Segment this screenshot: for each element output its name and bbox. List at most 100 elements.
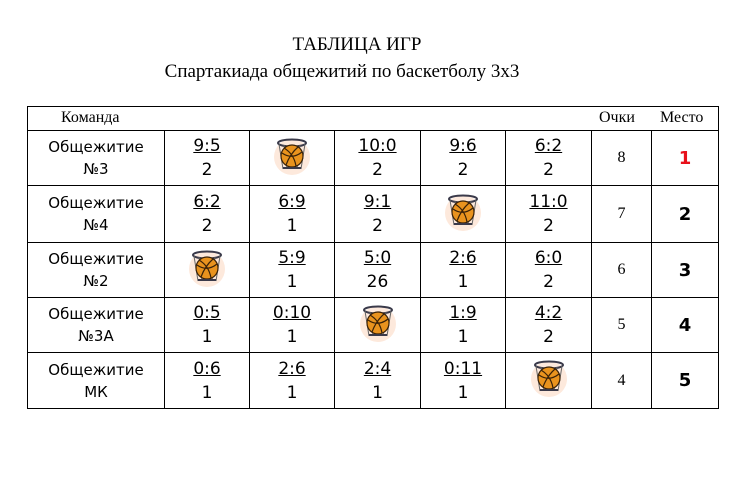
basketball-hoop-icon (274, 138, 310, 175)
self-match-cell (420, 185, 506, 243)
game-cell: 2:6 1 (249, 352, 335, 409)
game-score: 5:0 (363, 248, 392, 268)
game-points: 2 (543, 216, 554, 236)
header-team: Команда (61, 109, 120, 126)
game-points: 1 (457, 382, 469, 403)
team-name-line2: МК (84, 382, 108, 401)
game-points: 1 (201, 327, 213, 347)
team-name-line2: №3А (78, 327, 114, 345)
team-name: Общежитие №4 (27, 185, 165, 243)
game-cell: 0:11 1 (420, 352, 506, 409)
place: 1 (651, 130, 719, 186)
game-score: 1:9 (449, 303, 477, 323)
self-match-cell (334, 297, 421, 353)
game-cell: 6:2 2 (505, 130, 592, 186)
game-score: 4:2 (534, 303, 563, 323)
game-cell: 2:4 1 (334, 352, 421, 409)
game-score: 6:2 (534, 136, 563, 156)
team-name: Общежитие №3 (27, 130, 165, 186)
game-score: 6:9 (278, 192, 306, 212)
game-points: 2 (201, 160, 213, 180)
self-match-cell (505, 352, 592, 409)
header-row: Команда Очки Место (27, 106, 719, 131)
game-points: 1 (286, 327, 298, 347)
basketball-hoop-icon (359, 305, 396, 342)
game-cell: 0:6 1 (164, 352, 250, 409)
total-points: 8 (591, 130, 652, 186)
header-place: Место (660, 109, 704, 126)
game-points: 2 (543, 272, 554, 292)
game-score: 0:6 (193, 358, 221, 379)
team-name-line1: Общежитие (48, 360, 144, 379)
game-points: 2 (372, 160, 383, 180)
basketball-hoop-icon (445, 194, 481, 231)
game-cell: 9:6 2 (420, 130, 506, 186)
self-match-cell (249, 130, 335, 186)
game-cell: 2:6 1 (420, 242, 506, 298)
game-score: 6:2 (193, 192, 221, 212)
game-score: 0:5 (193, 303, 221, 323)
team-name-line1: Общежитие (48, 194, 144, 212)
games-table: Команда Очки Место Общежитие №3 9:5 2 10:0 2… (27, 106, 719, 409)
game-points: 1 (286, 272, 298, 292)
game-score: 5:9 (278, 248, 306, 268)
game-score: 10:0 (358, 136, 397, 156)
game-points: 2 (543, 327, 554, 347)
place: 4 (651, 297, 719, 353)
page-subtitle: Спартакиада общежитий по баскетболу 3х3 (164, 61, 520, 82)
game-points: 2 (457, 160, 469, 180)
team-row: Общежитие №3А 0:5 1 0:10 1 1:9 1 4:2 2 5 4 (27, 297, 719, 353)
game-cell: 6:9 1 (249, 185, 335, 243)
game-score: 2:6 (449, 248, 477, 268)
basketball-hoop-icon (189, 250, 225, 287)
game-points: 1 (201, 382, 213, 403)
game-cell: 0:10 1 (249, 297, 335, 353)
team-row: Общежитие №4 6:2 2 6:9 1 9:1 2 11:0 2 7 2 (27, 185, 719, 243)
team-name: Общежитие №3А (27, 297, 165, 353)
game-cell: 10:0 2 (334, 130, 421, 186)
game-cell: 5:9 1 (249, 242, 335, 298)
game-cell: 0:5 1 (164, 297, 250, 353)
page-title: ТАБЛИЦА ИГР (292, 34, 422, 55)
game-cell: 4:2 2 (505, 297, 592, 353)
game-score: 2:4 (363, 358, 392, 379)
game-points: 1 (457, 327, 469, 347)
total-points: 6 (591, 242, 652, 298)
game-cell: 1:9 1 (420, 297, 506, 353)
game-score: 0:10 (272, 303, 312, 323)
game-points: 26 (366, 272, 389, 292)
basketball-hoop-icon (530, 360, 567, 397)
game-score: 0:11 (443, 358, 483, 379)
game-points: 2 (201, 216, 213, 236)
game-cell: 6:2 2 (164, 185, 250, 243)
team-name-line1: Общежитие (48, 138, 144, 156)
total-points: 4 (591, 352, 652, 409)
total-points: 7 (591, 185, 652, 243)
team-name: Общежитие МК (27, 352, 165, 409)
game-score: 9:1 (363, 192, 392, 212)
game-cell: 9:1 2 (334, 185, 421, 243)
game-points: 1 (286, 382, 298, 403)
game-cell: 5:0 26 (334, 242, 421, 298)
game-points: 1 (457, 272, 469, 292)
place: 3 (651, 242, 719, 298)
self-match-cell (164, 242, 250, 298)
game-cell: 9:5 2 (164, 130, 250, 186)
game-points: 1 (286, 216, 298, 236)
team-row: Общежитие №2 5:9 1 5:0 26 2:6 1 6:0 2 6 3 (27, 242, 719, 298)
team-name-line2: №4 (83, 216, 109, 234)
place: 5 (651, 352, 719, 409)
team-name-line2: №2 (83, 272, 109, 290)
team-name-line1: Общежитие (48, 250, 144, 268)
game-points: 1 (372, 382, 383, 403)
team-name-line1: Общежитие (48, 305, 144, 323)
team-name: Общежитие №2 (27, 242, 165, 298)
header-points: Очки (599, 109, 635, 126)
place: 2 (651, 185, 719, 243)
game-points: 2 (543, 160, 554, 180)
team-name-line2: №3 (83, 160, 109, 178)
game-score: 11:0 (529, 192, 568, 212)
game-cell: 6:0 2 (505, 242, 592, 298)
game-score: 9:5 (193, 136, 221, 156)
